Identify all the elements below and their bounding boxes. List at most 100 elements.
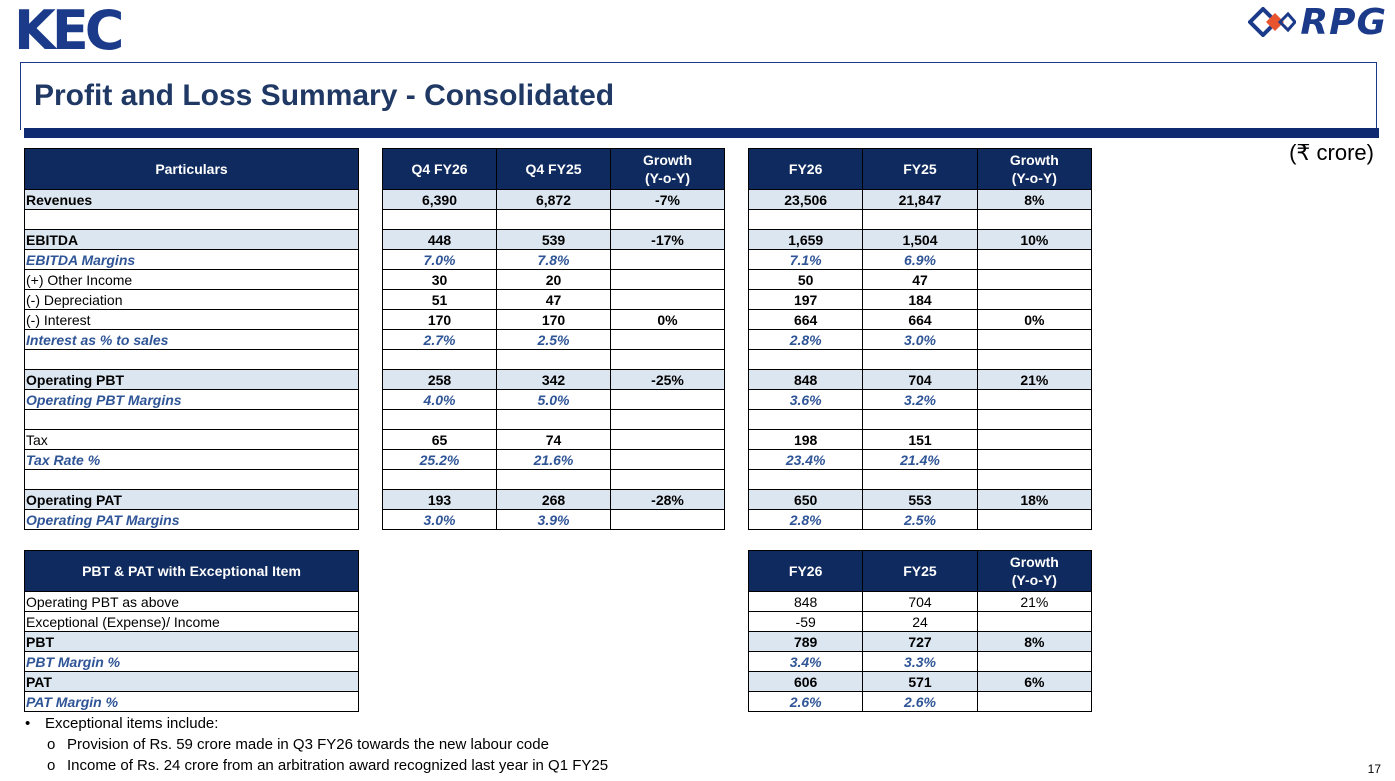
table-cell: 664 [862,309,978,330]
table-cell: 151 [862,429,978,450]
row-label [24,349,359,370]
table-cell: 193 [382,489,497,510]
table-cell [610,409,725,430]
row-label: PAT [24,671,359,692]
table-row [24,349,359,370]
table-cell [862,409,978,430]
table-cell: 3.3% [862,651,978,672]
table-cell: 704 [862,369,978,390]
table-cell [496,349,611,370]
table-cell: 6,390 [382,189,497,210]
table-row [24,209,359,230]
row-label: Operating PBT as above [24,591,359,612]
table-row: PAT [24,671,359,692]
table-row: 848 704 21% [747,369,1093,390]
table-cell: 2.5% [496,329,611,350]
table-cell: 51 [382,289,497,310]
table-row: 2.8% 3.0% [747,329,1093,350]
page-number: 17 [1367,762,1381,776]
column-header: Growth (Y-o-Y) [610,148,725,190]
column-header: Q4 FY26 [382,148,497,190]
table-cell: 727 [862,631,978,652]
page-title: Profit and Loss Summary - Consolidated [34,79,615,112]
table-row: 848 704 21% [747,591,1093,612]
table-row: 25.2% 21.6% [382,449,725,470]
column-header: FY26 [747,550,864,592]
table-cell: 2.7% [382,329,497,350]
table-cell [976,449,1093,470]
table-cell [610,289,725,310]
table-row: Exceptional (Expense)/ Income [24,611,359,632]
table-row: 3.0% 3.9% [382,509,725,530]
table-cell: 2.6% [862,691,978,712]
table-cell [496,209,611,230]
row-label: PBT Margin % [24,651,359,672]
table-cell: 342 [496,369,611,390]
table-cell [610,329,725,350]
table-row [747,409,1093,430]
table-cell: 7.8% [496,249,611,270]
table-row: 197 184 [747,289,1093,310]
table-cell: 3.2% [862,389,978,410]
table-cell: -28% [610,489,725,510]
table-cell: 23.4% [747,449,864,470]
table-row: 170 170 0% [382,309,725,330]
table-row: Tax [24,429,359,450]
table-row [382,409,725,430]
table-row: 2.7% 2.5% [382,329,725,350]
table-row: 193 268 -28% [382,489,725,510]
kec-logo: K E C [14,4,124,58]
table-cell: 184 [862,289,978,310]
table-cell: 30 [382,269,497,290]
table-cell: 21% [976,591,1093,612]
title-rule [24,128,1379,138]
table-cell: 0% [610,309,725,330]
table-cell: 2.6% [747,691,864,712]
table-cell: 50 [747,269,864,290]
table-cell: 704 [862,591,978,612]
table-row: 7.0% 7.8% [382,249,725,270]
table-cell [976,691,1093,712]
table-row: 3.6% 3.2% [747,389,1093,410]
table-cell: 606 [747,671,864,692]
table-cell [976,209,1093,230]
table-cell: 24 [862,611,978,632]
unit-note: (₹ crore) [1289,140,1374,165]
table-cell [747,469,864,490]
table-cell: -25% [610,369,725,390]
table-cell [976,469,1093,490]
yearly-table: FY26 FY25 Growth (Y-o-Y) 23,506 21,847 8% 1,659… [747,148,1093,530]
row-label: Operating PBT Margins [24,389,359,410]
table-row: 51 47 [382,289,725,310]
table-row: 30 20 [382,269,725,290]
table-row: Tax Rate % [24,449,359,470]
table-cell: 20 [496,269,611,290]
table-cell [976,249,1093,270]
table-row: 664 664 0% [747,309,1093,330]
note-bullet: Exceptional items include: [25,713,608,734]
table-row: (+) Other Income [24,269,359,290]
table-cell: 4.0% [382,389,497,410]
table-cell: 7.1% [747,249,864,270]
table-header-row: FY26 FY25 Growth (Y-o-Y) [747,148,1093,190]
table-cell: 21.4% [862,449,978,470]
table-cell [862,209,978,230]
table-cell: 789 [747,631,864,652]
row-label: Operating PAT Margins [24,509,359,530]
table-cell: 553 [862,489,978,510]
row-label: (-) Interest [24,309,359,330]
table-cell [610,449,725,470]
column-header: FY25 [862,148,978,190]
column-header: FY25 [862,550,978,592]
table-row: 2.8% 2.5% [747,509,1093,530]
row-label: Operating PAT [24,489,359,510]
table-cell [976,429,1093,450]
table-cell [610,349,725,370]
table-row: Operating PBT Margins [24,389,359,410]
table-row [747,469,1093,490]
table-row: Operating PAT Margins [24,509,359,530]
table-cell: 23,506 [747,189,864,210]
table-cell: 3.6% [747,389,864,410]
table-cell [496,409,611,430]
table-cell [610,389,725,410]
